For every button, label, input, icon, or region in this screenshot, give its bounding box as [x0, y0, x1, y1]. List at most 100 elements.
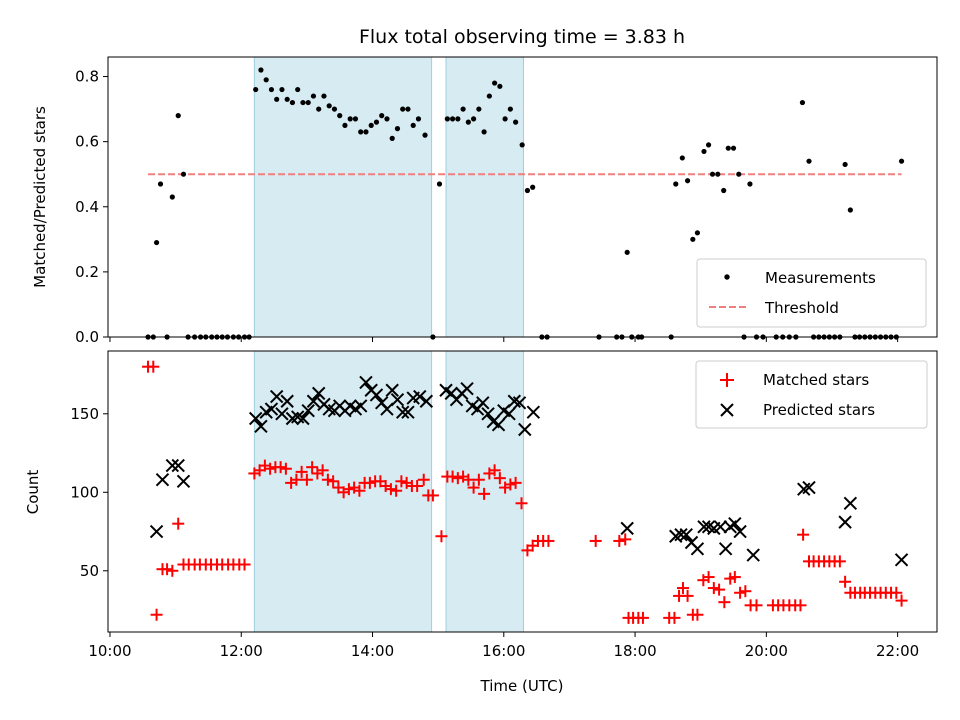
predicted-stars-point: [390, 392, 405, 407]
measurement-point: [481, 129, 487, 135]
predicted-stars-point: [481, 407, 495, 421]
measurement-point: [405, 106, 411, 112]
matched-stars-point: [467, 481, 480, 494]
matched-stars-point: [728, 571, 741, 584]
measurement-point: [465, 119, 471, 125]
measurement-point: [310, 93, 317, 99]
measurement-point: [449, 116, 456, 122]
predicted-stars-point: [248, 411, 263, 426]
matched-stars-point: [681, 589, 694, 602]
predicted-stars-point: [301, 403, 315, 418]
matched-stars-point: [172, 517, 185, 530]
measurement-point: [389, 135, 395, 141]
legend-measurements-marker: [724, 274, 730, 280]
observing-interval-1: [253, 56, 433, 338]
predicted-stars-point: [385, 383, 399, 397]
predicted-stars-point: [401, 405, 415, 419]
bottom-x-tick-label: 16:00: [482, 642, 525, 660]
matched-stars-point: [697, 574, 710, 587]
matched-stars-point: [353, 484, 366, 497]
matched-stars-point: [166, 564, 179, 577]
measurement-point: [497, 83, 503, 89]
predicted-stars-point: [171, 458, 185, 473]
matched-stars-point: [295, 465, 308, 478]
measurement-point: [347, 116, 353, 122]
matched-stars-point: [636, 611, 649, 624]
matched-stars-point: [509, 476, 522, 489]
measurement-point: [806, 158, 812, 164]
predicted-stars-point: [476, 396, 490, 410]
matched-stars-point: [446, 470, 459, 483]
measurement-point: [169, 194, 175, 200]
measurement-point: [373, 119, 380, 125]
measurement-point: [305, 99, 311, 106]
measurement-point: [519, 142, 525, 148]
predicted-stars-point: [690, 542, 705, 556]
predicted-stars-point: [512, 396, 527, 410]
measurement-point: [352, 116, 359, 122]
measurement-point: [180, 171, 187, 177]
measurement-point: [747, 181, 753, 187]
matched-stars-point: [797, 528, 810, 541]
predicted-stars-point: [359, 375, 373, 390]
measurement-point: [705, 142, 712, 148]
matched-stars-point: [839, 575, 852, 588]
measurement-point: [507, 106, 513, 112]
measurement-point: [337, 113, 343, 119]
matched-stars-point: [668, 611, 681, 624]
predicted-stars-point: [843, 496, 858, 510]
matched-stars-point: [238, 558, 251, 571]
matched-stars-point: [890, 586, 903, 599]
measurement-point: [258, 67, 264, 73]
measurement-point: [673, 181, 679, 187]
measurement-point: [295, 86, 301, 93]
top-y-ticks: 0.0 0.2 0.4 0.6 0.8: [75, 68, 108, 346]
bottom-x-tick-label: 22:00: [876, 642, 919, 660]
bottom-y-axis-label: Count: [24, 470, 42, 515]
measurement-point: [253, 86, 259, 93]
bottom-y-tick-label: 150: [70, 405, 99, 423]
matched-stars-point: [713, 583, 726, 596]
predicted-stars-point: [413, 389, 427, 404]
predicted-stars-point: [269, 389, 284, 404]
top-y-tick-label: 0.4: [75, 198, 99, 216]
measurement-point: [153, 239, 160, 246]
measurement-point: [530, 184, 536, 190]
predicted-stars-point: [620, 521, 634, 536]
matched-stars-point: [676, 582, 689, 595]
predicted-stars-point: [746, 548, 760, 562]
matched-stars-point: [327, 475, 340, 488]
measurement-point: [263, 77, 269, 83]
matched-stars-point: [411, 480, 424, 493]
bottom-x-ticks: 10:00 12:00 14:00 16:00 18:00 20:00 22:00: [88, 632, 919, 660]
predicted-stars-point: [353, 399, 368, 413]
measurement-point: [502, 116, 508, 122]
measurement-point: [436, 181, 443, 187]
top-y-axis-label: Matched/Predicted stars: [31, 106, 49, 288]
matched-stars-point: [363, 476, 376, 489]
measurement-point: [415, 116, 422, 122]
matched-stars-point: [384, 483, 397, 496]
predicted-stars-point: [149, 524, 164, 539]
bottom-x-axis-label: Time (UTC): [480, 677, 564, 695]
matched-stars-point: [290, 473, 303, 486]
predicted-stars-point: [491, 418, 506, 432]
measurement-point: [624, 249, 630, 255]
matched-stars-point: [707, 582, 720, 595]
matched-stars-point: [488, 464, 501, 477]
matched-stars-point: [435, 530, 448, 543]
measurement-point: [384, 116, 390, 122]
predicted-stars-point: [419, 394, 434, 408]
measurement-point: [268, 86, 275, 93]
matched-stars-series: [142, 360, 908, 624]
matched-stars-point: [395, 475, 408, 488]
matched-stars-point: [493, 472, 506, 485]
measurement-point: [725, 145, 731, 151]
measurement-point: [694, 230, 701, 236]
predicted-stars-point: [275, 407, 289, 421]
measurement-point: [289, 99, 296, 106]
matched-stars-point: [734, 586, 747, 599]
predicted-stars-point: [254, 419, 268, 434]
top-legend-box: [696, 258, 927, 328]
measurement-point: [847, 207, 853, 213]
